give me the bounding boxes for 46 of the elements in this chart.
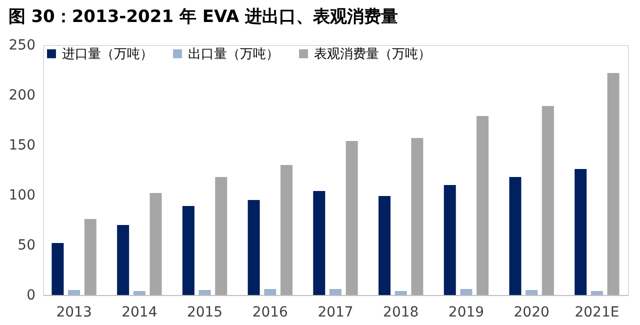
chart-title: 图 30：2013-2021 年 EVA 进出口、表观消费量 bbox=[8, 7, 398, 27]
bar bbox=[182, 206, 194, 295]
bar bbox=[574, 169, 587, 295]
legend-label: 表观消费量（万吨） bbox=[314, 46, 431, 62]
y-tick-label: 250 bbox=[8, 38, 36, 54]
legend-label: 出口量（万吨） bbox=[188, 46, 279, 62]
bar bbox=[590, 291, 603, 295]
bar bbox=[607, 73, 620, 295]
x-tick-label: 2013 bbox=[56, 304, 92, 320]
bar bbox=[394, 291, 407, 295]
y-tick-label: 150 bbox=[8, 138, 36, 154]
x-tick-label: 2015 bbox=[186, 304, 223, 320]
x-tick-label: 2014 bbox=[122, 304, 158, 320]
bar bbox=[460, 289, 472, 295]
y-tick-label: 50 bbox=[18, 238, 36, 254]
bar bbox=[117, 225, 130, 295]
bar bbox=[248, 200, 260, 295]
x-tick-label: 2019 bbox=[448, 304, 484, 320]
bar bbox=[84, 219, 96, 295]
y-tick-label: 100 bbox=[8, 188, 36, 204]
legend-label: 进口量（万吨） bbox=[62, 46, 153, 62]
x-tick-label: 2016 bbox=[252, 304, 288, 320]
bar bbox=[68, 290, 80, 295]
bar bbox=[526, 290, 538, 295]
bar bbox=[313, 191, 326, 295]
y-tick-label: 200 bbox=[8, 88, 36, 104]
bar bbox=[346, 141, 358, 295]
bar bbox=[150, 193, 162, 295]
bar bbox=[280, 165, 292, 295]
bar bbox=[411, 138, 424, 295]
bar bbox=[52, 243, 64, 295]
x-tick-label: 2021E bbox=[574, 304, 620, 320]
x-tick-label: 2017 bbox=[318, 304, 354, 320]
bar bbox=[378, 196, 391, 295]
x-tick-label: 2020 bbox=[514, 304, 550, 320]
bar bbox=[133, 291, 146, 295]
bar bbox=[444, 185, 456, 295]
bar bbox=[198, 290, 211, 295]
bar bbox=[330, 289, 342, 295]
y-tick-label: 0 bbox=[26, 288, 36, 304]
bar bbox=[509, 177, 522, 295]
bar bbox=[264, 289, 276, 295]
bar bbox=[542, 106, 554, 295]
x-tick-label: 2018 bbox=[383, 304, 419, 320]
bar bbox=[476, 116, 489, 295]
bar bbox=[215, 177, 228, 295]
